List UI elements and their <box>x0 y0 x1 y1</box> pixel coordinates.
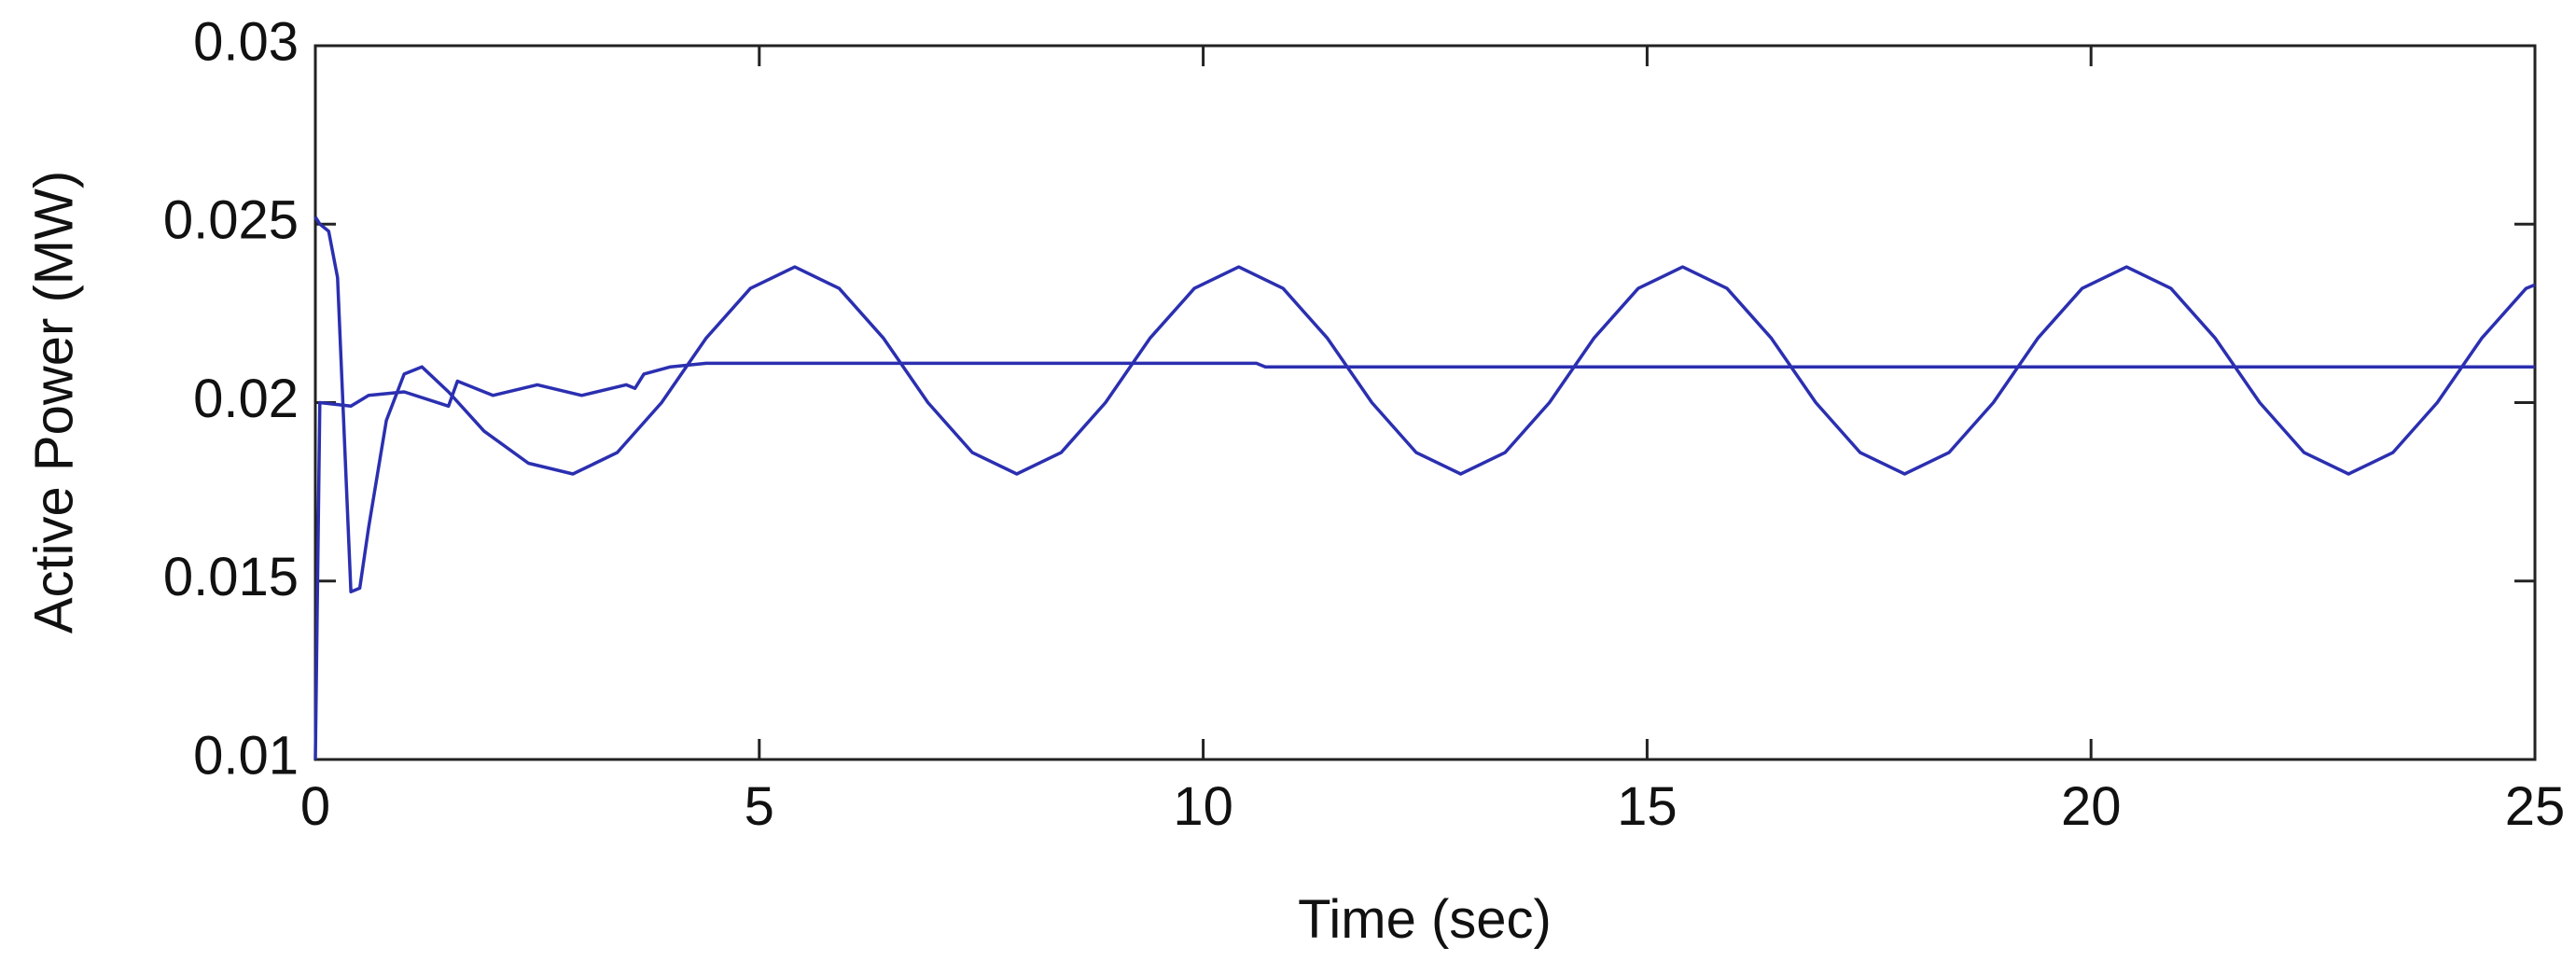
y-tick-label: 0.015 <box>163 547 299 607</box>
x-tick-label: 15 <box>1617 776 1678 837</box>
x-tick-label: 20 <box>2061 776 2122 837</box>
y-axis-label: Active Power (MW) <box>23 171 84 634</box>
plot-frame <box>313 44 2537 761</box>
x-tick-label: 10 <box>1173 776 1233 837</box>
x-axis-label: Time (sec) <box>1298 889 1552 950</box>
y-tick-label: 0.01 <box>193 725 299 786</box>
series-line <box>313 216 2536 593</box>
series-line <box>313 361 2535 760</box>
y-tick-label: 0.02 <box>193 369 299 429</box>
y-tick-label: 0.03 <box>193 11 299 72</box>
x-tick-label: 25 <box>2505 776 2566 837</box>
y-tick-label: 0.025 <box>163 190 299 251</box>
x-tick-label: 0 <box>300 776 330 837</box>
x-tick-label: 5 <box>745 776 774 837</box>
